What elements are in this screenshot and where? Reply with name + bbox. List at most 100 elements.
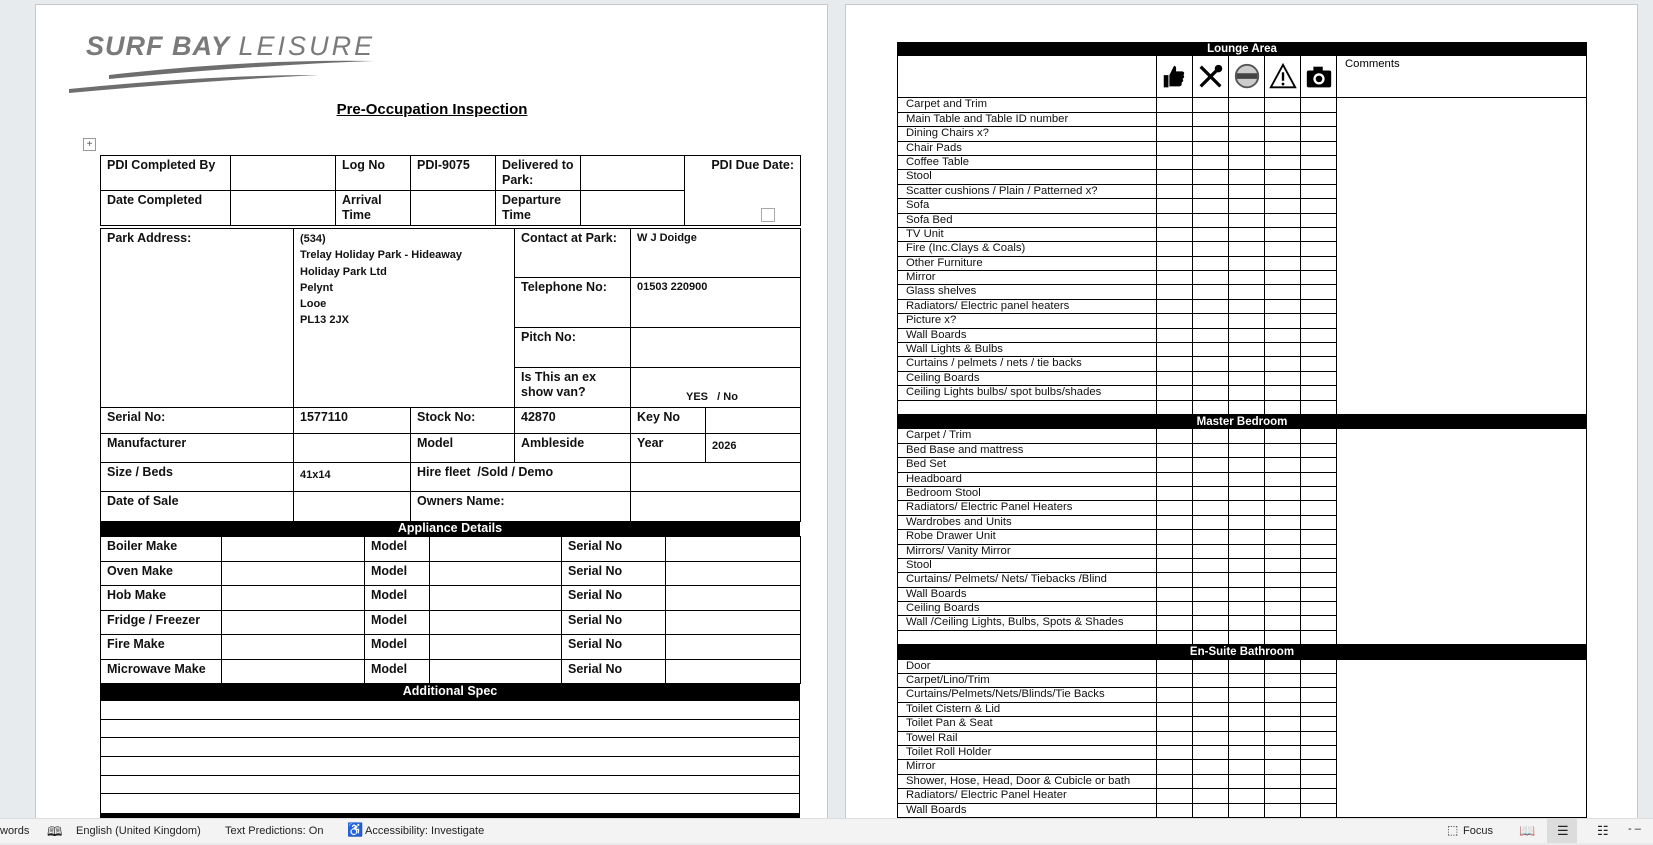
checklist-checkbox-cell[interactable] xyxy=(1157,602,1193,617)
checklist-checkbox-cell[interactable] xyxy=(1193,731,1229,746)
checklist-checkbox-cell[interactable] xyxy=(1301,515,1337,531)
ex-show-value[interactable]: YES / No xyxy=(629,367,802,408)
checklist-checkbox-cell[interactable] xyxy=(1157,616,1193,631)
checklist-checkbox-cell[interactable] xyxy=(1193,127,1229,142)
comments-cell[interactable] xyxy=(1337,170,1587,185)
checklist-checkbox-cell[interactable] xyxy=(1301,271,1337,286)
checklist-checkbox-cell[interactable] xyxy=(1229,702,1265,718)
focus-button[interactable]: Focus xyxy=(1463,825,1493,837)
comments-cell[interactable] xyxy=(1337,515,1587,531)
checklist-checkbox-cell[interactable] xyxy=(1157,155,1193,171)
checklist-checkbox-cell[interactable] xyxy=(1265,760,1301,775)
checklist-checkbox-cell[interactable] xyxy=(1229,587,1265,603)
checklist-checkbox-cell[interactable] xyxy=(1265,688,1301,703)
checklist-checkbox-cell[interactable] xyxy=(1157,630,1193,646)
checklist-checkbox-cell[interactable] xyxy=(1193,745,1229,761)
checklist-checkbox-cell[interactable] xyxy=(1157,674,1193,689)
serial-value[interactable]: 1577110 xyxy=(293,407,411,434)
appliance-serial-field[interactable] xyxy=(665,634,801,660)
checklist-checkbox-cell[interactable] xyxy=(1193,803,1229,818)
checklist-checkbox-cell[interactable] xyxy=(1157,314,1193,329)
checklist-checkbox-cell[interactable] xyxy=(1265,630,1301,646)
checklist-checkbox-cell[interactable] xyxy=(1193,544,1229,559)
checklist-checkbox-cell[interactable] xyxy=(1157,184,1193,200)
checklist-checkbox-cell[interactable] xyxy=(1229,573,1265,588)
checklist-checkbox-cell[interactable] xyxy=(1157,486,1193,502)
checklist-checkbox-cell[interactable] xyxy=(1229,458,1265,473)
appliance-model-field[interactable] xyxy=(429,585,562,611)
checklist-checkbox-cell[interactable] xyxy=(1193,458,1229,473)
checklist-checkbox-cell[interactable] xyxy=(1265,98,1301,113)
comments-cell[interactable] xyxy=(1337,702,1587,718)
checklist-checkbox-cell[interactable] xyxy=(1157,659,1193,675)
checklist-checkbox-cell[interactable] xyxy=(1193,774,1229,790)
checklist-checkbox-cell[interactable] xyxy=(1157,242,1193,257)
checklist-checkbox-cell[interactable] xyxy=(1265,530,1301,545)
checklist-checkbox-cell[interactable] xyxy=(1301,789,1337,804)
checklist-checkbox-cell[interactable] xyxy=(1229,501,1265,516)
checklist-checkbox-cell[interactable] xyxy=(1157,717,1193,732)
checklist-checkbox-cell[interactable] xyxy=(1229,357,1265,372)
checklist-checkbox-cell[interactable] xyxy=(1229,803,1265,818)
checklist-checkbox-cell[interactable] xyxy=(1229,486,1265,502)
checklist-checkbox-cell[interactable] xyxy=(1301,688,1337,703)
checklist-checkbox-cell[interactable] xyxy=(1229,328,1265,344)
comments-cell[interactable] xyxy=(1337,774,1587,790)
checklist-checkbox-cell[interactable] xyxy=(1157,357,1193,372)
accessibility-status[interactable]: Accessibility: Investigate xyxy=(365,825,485,837)
checklist-checkbox-cell[interactable] xyxy=(1301,371,1337,387)
checklist-checkbox-cell[interactable] xyxy=(1229,242,1265,257)
checklist-checkbox-cell[interactable] xyxy=(1229,285,1265,300)
checklist-checkbox-cell[interactable] xyxy=(1157,530,1193,545)
checklist-checkbox-cell[interactable] xyxy=(1301,659,1337,675)
checklist-checkbox-cell[interactable] xyxy=(1193,702,1229,718)
comments-cell[interactable] xyxy=(1337,443,1587,459)
checklist-checkbox-cell[interactable] xyxy=(1193,630,1229,646)
checklist-checkbox-cell[interactable] xyxy=(1301,343,1337,358)
comments-cell[interactable] xyxy=(1337,343,1587,358)
checklist-checkbox-cell[interactable] xyxy=(1265,515,1301,531)
comments-cell[interactable] xyxy=(1337,544,1587,559)
comments-cell[interactable] xyxy=(1337,616,1587,631)
checklist-checkbox-cell[interactable] xyxy=(1301,530,1337,545)
checklist-checkbox-cell[interactable] xyxy=(1157,702,1193,718)
appliance-serial-field[interactable] xyxy=(665,585,801,611)
proofing-book-icon[interactable]: 🕮 xyxy=(47,824,63,839)
checklist-checkbox-cell[interactable] xyxy=(1265,141,1301,156)
comments-cell[interactable] xyxy=(1337,530,1587,545)
owners-name-field[interactable] xyxy=(629,491,802,522)
checklist-checkbox-cell[interactable] xyxy=(1301,213,1337,228)
checklist-checkbox-cell[interactable] xyxy=(1301,472,1337,487)
comments-cell[interactable] xyxy=(1337,199,1587,214)
checklist-checkbox-cell[interactable] xyxy=(1229,760,1265,775)
checklist-checkbox-cell[interactable] xyxy=(1301,486,1337,502)
checklist-checkbox-cell[interactable] xyxy=(1265,486,1301,502)
checklist-checkbox-cell[interactable] xyxy=(1193,789,1229,804)
checklist-checkbox-cell[interactable] xyxy=(1265,803,1301,818)
checklist-checkbox-cell[interactable] xyxy=(1265,789,1301,804)
comments-cell[interactable] xyxy=(1337,558,1587,574)
checklist-checkbox-cell[interactable] xyxy=(1229,774,1265,790)
checklist-checkbox-cell[interactable] xyxy=(1265,544,1301,559)
manufacturer-field[interactable] xyxy=(293,433,411,463)
checklist-checkbox-cell[interactable] xyxy=(1193,357,1229,372)
read-mode-icon[interactable]: 📖 xyxy=(1519,823,1536,838)
checklist-checkbox-cell[interactable] xyxy=(1157,127,1193,142)
checklist-checkbox-cell[interactable] xyxy=(1157,271,1193,286)
checklist-checkbox-cell[interactable] xyxy=(1157,803,1193,818)
checklist-checkbox-cell[interactable] xyxy=(1265,717,1301,732)
checklist-checkbox-cell[interactable] xyxy=(1193,271,1229,286)
checklist-checkbox-cell[interactable] xyxy=(1301,386,1337,401)
checklist-checkbox-cell[interactable] xyxy=(1229,371,1265,387)
checklist-checkbox-cell[interactable] xyxy=(1193,674,1229,689)
comments-cell[interactable] xyxy=(1337,717,1587,732)
checklist-checkbox-cell[interactable] xyxy=(1301,803,1337,818)
comments-cell[interactable] xyxy=(1337,803,1587,818)
checklist-checkbox-cell[interactable] xyxy=(1157,371,1193,387)
checklist-checkbox-cell[interactable] xyxy=(1301,227,1337,243)
model-value[interactable]: Ambleside xyxy=(514,433,631,463)
checklist-checkbox-cell[interactable] xyxy=(1157,789,1193,804)
checklist-checkbox-cell[interactable] xyxy=(1157,501,1193,516)
table-move-handle[interactable]: + xyxy=(83,138,96,151)
checklist-checkbox-cell[interactable] xyxy=(1229,472,1265,487)
